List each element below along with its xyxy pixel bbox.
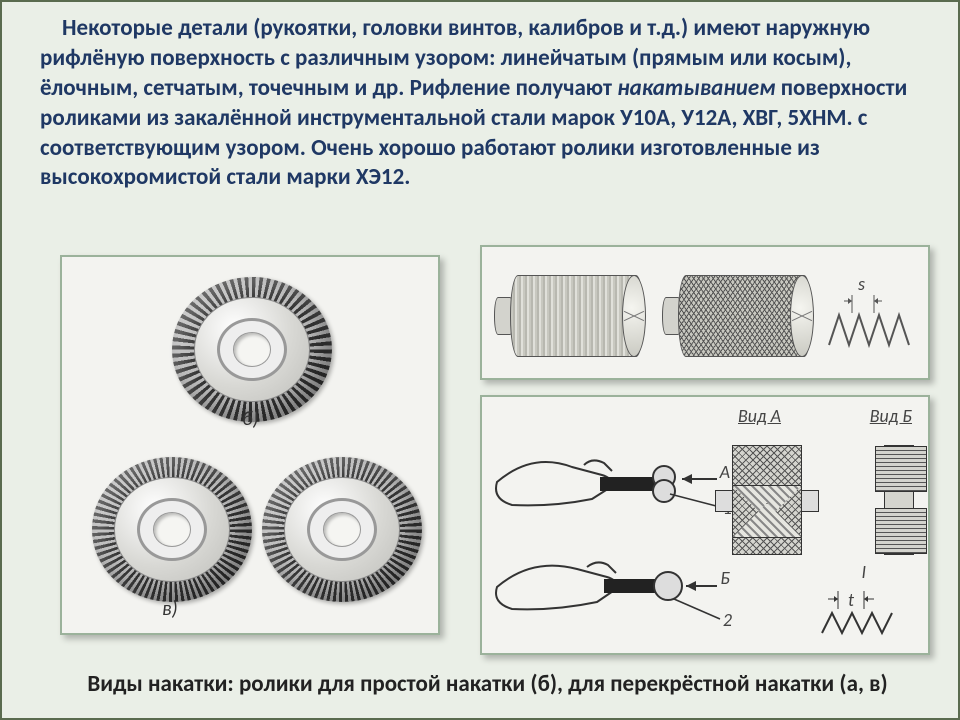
view-title-a: Вид А (738, 405, 781, 427)
roller-v2 (262, 457, 422, 602)
roller-v1 (92, 457, 252, 602)
profile-label-s: s (858, 273, 865, 295)
figure-hands-views: А 1 Б 2 Вид А Вид Б I t (480, 395, 930, 655)
hands-illustration: А 1 Б 2 (492, 427, 722, 637)
emphasized-word: накатыванием (617, 74, 775, 102)
roller-b (172, 277, 332, 422)
cylinder-plain (494, 275, 644, 357)
figure-caption: Виды накатки: ролики для простой накатки… (40, 670, 935, 698)
view-title-b: Вид Б (870, 405, 912, 427)
cylinder-knurled (662, 275, 812, 357)
view-b-roller (884, 445, 914, 555)
profile-diagram: s (824, 275, 914, 365)
label-v: в) (162, 597, 178, 621)
dim-label-t: t (848, 589, 854, 611)
main-paragraph: Некоторые детали (рукоятки, головки винт… (40, 14, 935, 193)
views-illustration: Вид А Вид Б I t (718, 405, 918, 645)
figure-rollers: б) в) (60, 255, 440, 635)
dim-label-i: I (861, 561, 866, 583)
main-paragraph-text: Некоторые детали (рукоятки, головки винт… (40, 14, 907, 191)
label-b: б) (242, 407, 259, 431)
serration-detail: t (818, 587, 898, 637)
figure-cylinders: s (480, 245, 930, 380)
